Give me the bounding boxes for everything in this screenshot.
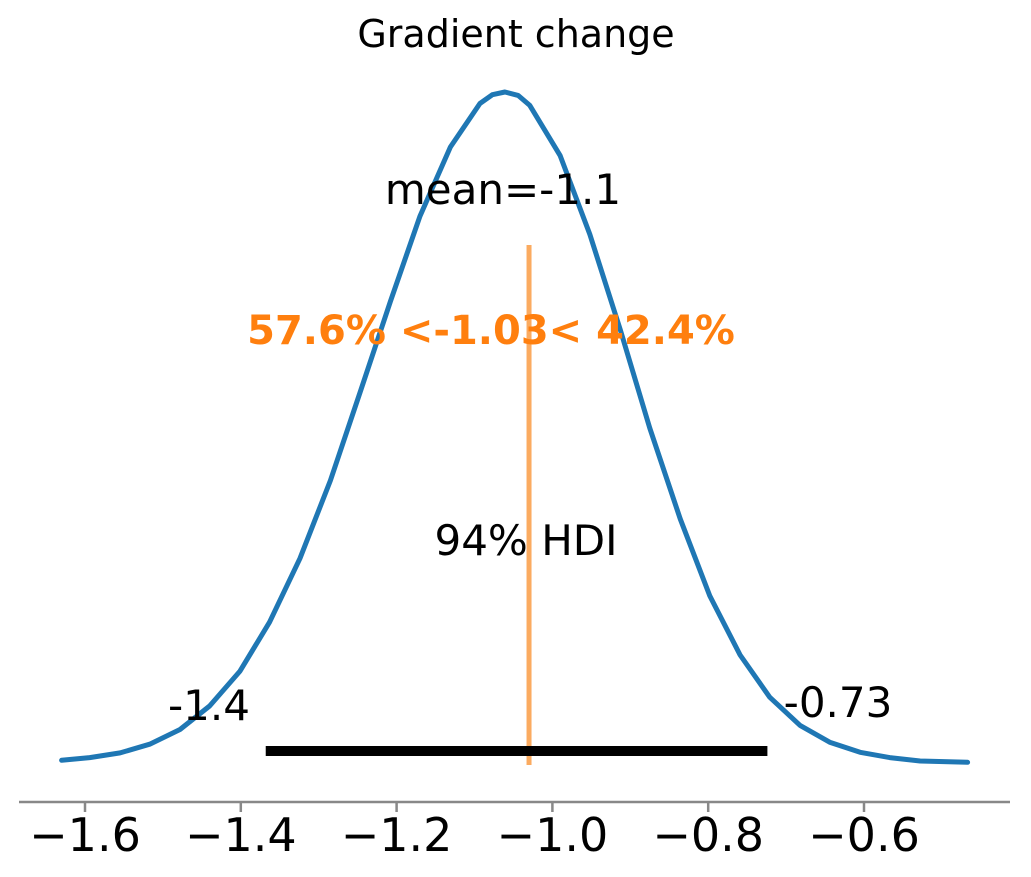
x-tick-label: −1.6 [29, 808, 141, 862]
x-tick-label: −0.8 [652, 808, 764, 862]
x-tick-label: −1.4 [185, 808, 297, 862]
x-tick-label: −1.2 [341, 808, 453, 862]
x-axis-ticks: −1.6 −1.4 −1.2 −1.0 −0.8 −0.6 [29, 802, 920, 862]
ref-value-label: 57.6% <-1.03< 42.4% [247, 308, 735, 354]
hdi-high-label: -0.73 [783, 678, 893, 727]
mean-label: mean=-1.1 [384, 165, 622, 214]
kde-curve [59, 89, 971, 765]
chart-title: Gradient change [357, 12, 675, 56]
x-tick-label: −1.0 [497, 808, 609, 862]
x-tick-label: −0.6 [808, 808, 920, 862]
hdi-low-label: -1.4 [168, 681, 250, 730]
hdi-label: 94% HDI [434, 516, 618, 565]
